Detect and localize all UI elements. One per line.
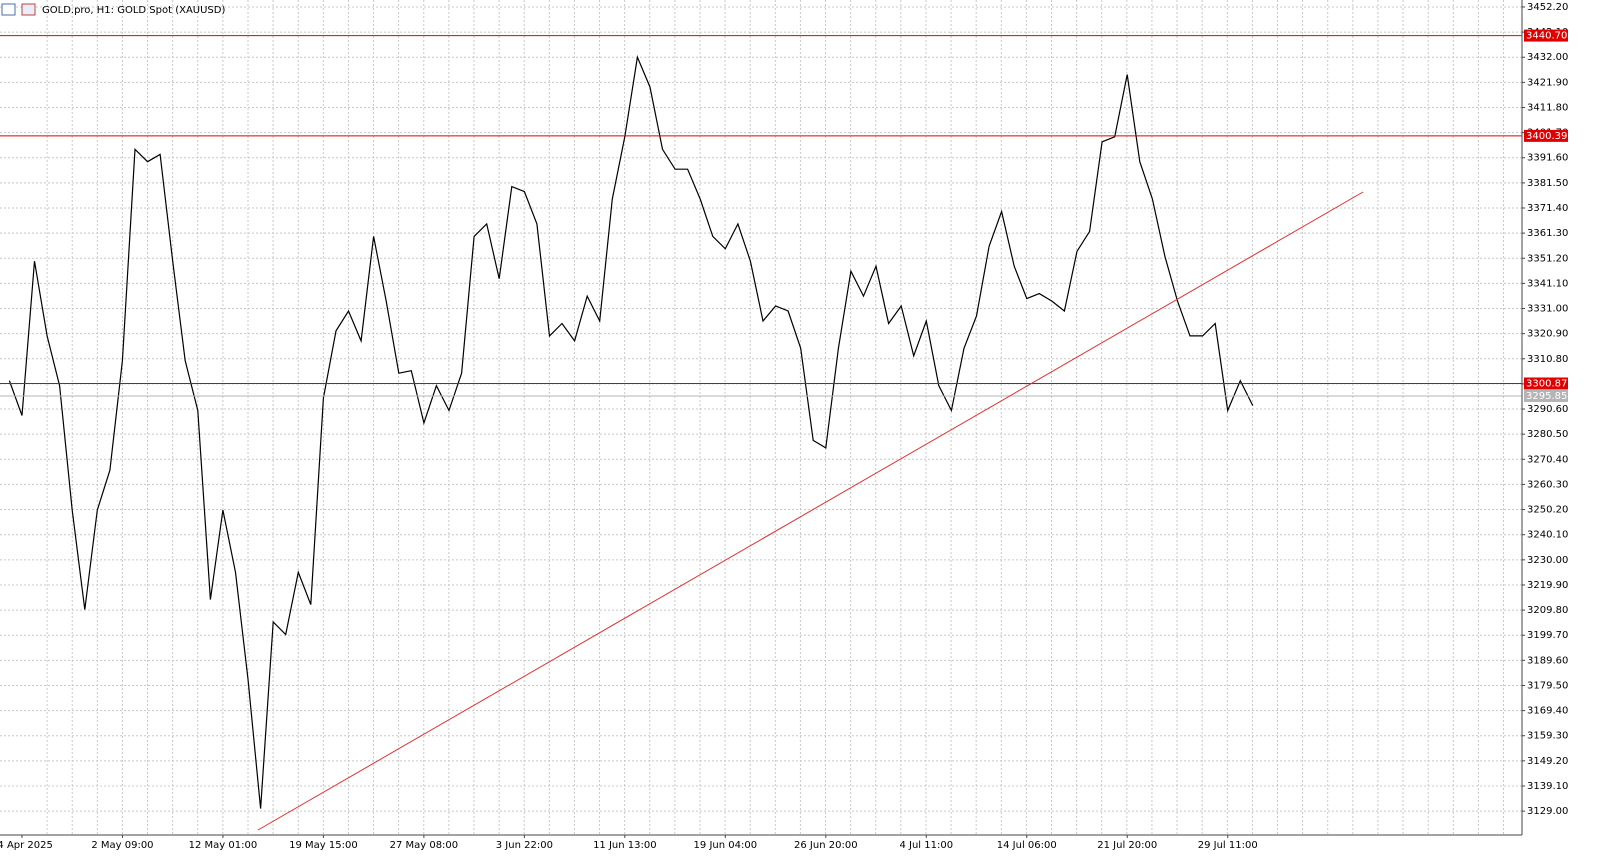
level-label: 3300.87 <box>1526 378 1567 389</box>
y-tick-label: 3421.90 <box>1527 77 1568 88</box>
y-tick-label: 3189.60 <box>1527 655 1568 666</box>
horizontal-grid <box>0 6 1522 812</box>
y-tick-label: 3230.00 <box>1527 555 1568 566</box>
x-tick-label: 3 Jun 22:00 <box>496 840 553 851</box>
x-tick-label: 19 Jun 04:00 <box>694 840 758 851</box>
y-tick-label: 3149.20 <box>1527 756 1568 767</box>
y-tick-label: 3452.20 <box>1527 2 1568 13</box>
x-tick-label: 4 Jul 11:00 <box>899 840 953 851</box>
plot <box>0 35 1522 809</box>
y-tick-label: 3432.00 <box>1527 52 1568 63</box>
level-label-box <box>1524 389 1568 402</box>
y-tick-label: 3129.00 <box>1527 806 1568 817</box>
y-tick-label: 3219.90 <box>1527 580 1568 591</box>
axis-labels: 3452.203442.103432.003421.903411.803401.… <box>0 2 1568 851</box>
level-label: 3295.85 <box>1526 391 1567 402</box>
y-tick-label: 3240.10 <box>1527 530 1568 541</box>
trend-line <box>257 191 1364 831</box>
y-tick-label: 3391.60 <box>1527 153 1568 164</box>
level-label-box <box>1524 377 1568 390</box>
x-tick-label: 2 May 09:00 <box>91 840 153 851</box>
level-label-box <box>1524 129 1568 142</box>
y-tick-label: 3209.80 <box>1527 605 1568 616</box>
x-tick-label: 11 Jun 13:00 <box>593 840 657 851</box>
chart-title: GOLD.pro, H1: GOLD Spot (XAUUSD) <box>42 5 225 16</box>
y-tick-label: 3260.30 <box>1527 479 1568 490</box>
x-tick-label: 29 Jul 11:00 <box>1198 840 1258 851</box>
y-tick-label: 3341.10 <box>1527 278 1568 289</box>
y-tick-label: 3250.20 <box>1527 505 1568 516</box>
y-tick-label: 3290.60 <box>1527 404 1568 415</box>
x-tick-label: 27 May 08:00 <box>390 840 459 851</box>
x-tick-label: 19 May 15:00 <box>289 840 358 851</box>
y-tick-label: 3169.40 <box>1527 706 1568 717</box>
y-tick-label: 3270.40 <box>1527 454 1568 465</box>
y-tick-label: 3310.80 <box>1527 354 1568 365</box>
x-tick-label: 24 Apr 2025 <box>0 840 53 851</box>
x-tick-label: 21 Jul 20:00 <box>1097 840 1157 851</box>
icon <box>1 3 16 16</box>
price-line <box>8 55 1254 809</box>
y-tick-label: 3280.50 <box>1527 429 1568 440</box>
x-tick-label: 14 Jul 06:00 <box>997 840 1057 851</box>
y-tick-label: 3320.90 <box>1527 329 1568 340</box>
y-tick-label: 3351.20 <box>1527 253 1568 264</box>
level-label: 3440.70 <box>1526 31 1567 42</box>
vertical-grid <box>46 0 1504 835</box>
y-tick-label: 3199.70 <box>1527 630 1568 641</box>
y-tick-label: 3179.50 <box>1527 680 1568 691</box>
icon <box>21 3 36 16</box>
y-tick-label: 3331.00 <box>1527 304 1568 315</box>
y-tick-label: 3411.80 <box>1527 102 1568 113</box>
y-tick-label: 3139.10 <box>1527 781 1568 792</box>
x-tick-label: 26 Jun 20:00 <box>794 840 858 851</box>
y-tick-label: 3159.30 <box>1527 731 1568 742</box>
x-tick-label: 12 May 01:00 <box>189 840 258 851</box>
y-tick-label: 3361.30 <box>1527 228 1568 239</box>
level-label-box <box>1524 29 1568 42</box>
level-label: 3400.39 <box>1526 131 1567 142</box>
y-tick-label: 3381.50 <box>1527 178 1568 189</box>
y-tick-label: 3371.40 <box>1527 203 1568 214</box>
